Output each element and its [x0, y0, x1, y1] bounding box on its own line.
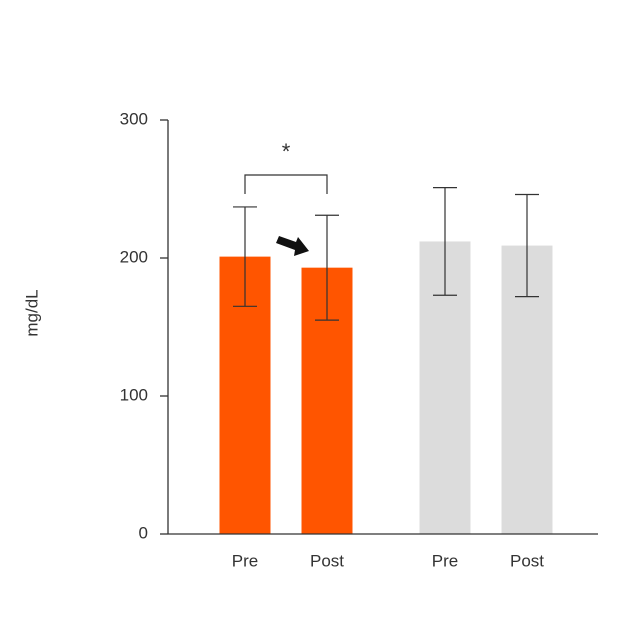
y-axis-label: mg/dL — [22, 289, 41, 336]
y-tick-label: 0 — [139, 523, 148, 542]
significance-marker: * — [282, 139, 291, 164]
x-tick-label: Pre — [432, 551, 458, 570]
y-tick-label: 200 — [120, 247, 148, 266]
y-tick-label: 100 — [120, 385, 148, 404]
x-tick-label: Post — [310, 551, 344, 570]
y-tick-label: 300 — [120, 109, 148, 128]
significance-bracket — [244, 174, 328, 194]
arrow — [276, 236, 309, 256]
x-tick-label: Post — [510, 551, 544, 570]
x-tick-label: Pre — [232, 551, 258, 570]
